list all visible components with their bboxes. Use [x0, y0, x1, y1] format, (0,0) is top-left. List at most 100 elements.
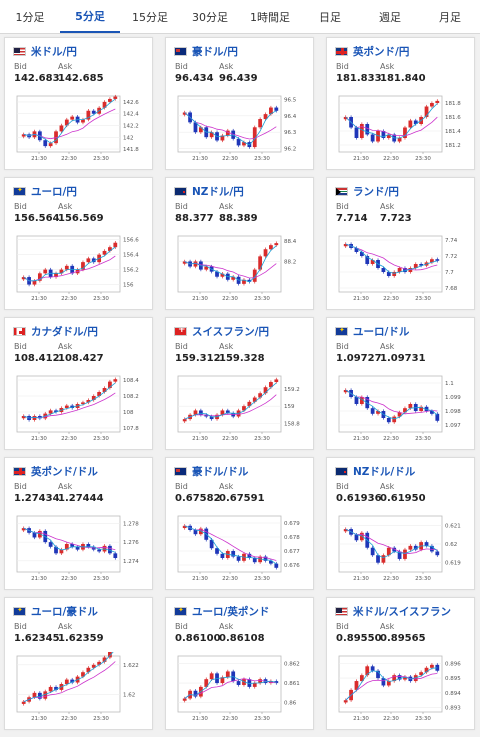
ma-long-line [23, 255, 116, 282]
candle-body [269, 560, 273, 564]
tab-1[interactable]: 5分足 [60, 0, 120, 33]
candle-body [413, 264, 418, 268]
ask-label: Ask [219, 202, 234, 211]
pair-card[interactable]: NZドル/円 Bid Ask 88.377 88.389 88.4 88.2 21:30 22:… [165, 177, 314, 310]
pair-title[interactable]: 米ドル/スイスフラン [353, 605, 452, 618]
candle-body [435, 664, 440, 671]
candle-body [263, 387, 268, 394]
pair-title[interactable]: 豪ドル/ドル [192, 465, 249, 478]
candlestick-chart: 0.896 0.895 0.894 0.893 21:30 22:30 23:30 [338, 655, 461, 722]
candle-body [113, 379, 118, 382]
pair-title[interactable]: カナダドル/円 [31, 325, 98, 338]
pair-card[interactable]: 英ポンド/円 Bid Ask 181.833 181.840 181.8 181.6 181.… [326, 37, 475, 170]
pair-title[interactable]: 豪ドル/円 [192, 45, 238, 58]
candle-body [424, 406, 429, 411]
candle-body [21, 528, 26, 531]
pair-title[interactable]: ユーロ/英ポンド [192, 605, 270, 618]
candle-body [247, 679, 252, 687]
pair-card[interactable]: 英ポンド/ドル Bid Ask 1.27434 1.27444 1.278 1.276 1.2… [4, 457, 153, 590]
candle-body [182, 261, 187, 264]
ask-value: 7.723 [380, 213, 412, 224]
pair-card[interactable]: 豪ドル/ドル Bid Ask 0.67582 0.67591 0.679 0.678 0.67… [165, 457, 314, 590]
x-tick-label: 23:30 [93, 156, 109, 162]
pair-card[interactable]: NZドル/ドル Bid Ask 0.61936 0.61950 0.621 0.62 0.61… [326, 457, 475, 590]
bid-value: 142.683 [14, 73, 60, 84]
pair-card[interactable]: 米ドル/円 Bid Ask 142.683 142.685 142.6 142.4 142.2… [4, 37, 153, 170]
pair-title[interactable]: ユーロ/円 [31, 185, 77, 198]
candle-body [370, 408, 375, 414]
pair-title[interactable]: ユーロ/豪ドル [31, 605, 98, 618]
pair-title[interactable]: NZドル/ドル [353, 465, 416, 478]
tab-7[interactable]: 月足 [439, 10, 461, 24]
candle-body [365, 124, 370, 135]
ask-label: Ask [380, 622, 395, 631]
candle-body [252, 397, 257, 402]
y-tick-label: 159 [284, 404, 295, 410]
y-tick-label: 1.276 [123, 540, 139, 546]
pair-title[interactable]: ユーロ/ドル [353, 325, 410, 338]
x-tick-label: 22:30 [222, 716, 238, 722]
card-header: ユーロ/豪ドル [13, 605, 98, 618]
pair-card[interactable]: 米ドル/スイスフラン Bid Ask 0.89550 0.89565 0.896 0.895… [326, 597, 475, 730]
ask-label: Ask [58, 622, 73, 631]
tab-4[interactable]: 1時間足 [250, 10, 290, 24]
candle-body [91, 664, 96, 668]
tab-2[interactable]: 15分足 [132, 10, 168, 24]
tab-6[interactable]: 週足 [379, 10, 401, 24]
pair-title[interactable]: 米ドル/円 [31, 45, 77, 58]
x-tick-label: 23:30 [93, 436, 109, 442]
candle-body [269, 107, 273, 115]
bid-label: Bid [14, 622, 27, 631]
pair-title[interactable]: スイスフラン/円 [192, 325, 270, 338]
candle-body [48, 686, 53, 692]
bid-value: 96.434 [175, 73, 214, 84]
candlestick-chart: 156.6 156.4 156.2 156 21:30 22:30 23:30 [16, 235, 139, 302]
y-tick-label: 181.8 [445, 101, 461, 107]
y-tick-label: 7.74 [445, 238, 458, 244]
candle-body [430, 664, 434, 668]
pair-card[interactable]: 豪ドル/円 Bid Ask 96.434 96.439 96.5 96.4 96.3 96.2 2… [165, 37, 314, 170]
y-tick-label: 156.4 [123, 253, 139, 259]
candle-body [54, 273, 58, 278]
pair-title[interactable]: 英ポンド/ドル [31, 465, 98, 478]
pair-title[interactable]: 英ポンド/円 [353, 45, 410, 58]
candle-body [381, 678, 386, 686]
x-tick-label: 21:30 [31, 156, 47, 162]
candle-body [242, 142, 246, 146]
pair-card[interactable]: カナダドル/円 Bid Ask 108.412 108.427 108.4 108.2 108… [4, 317, 153, 450]
candle-body [386, 681, 391, 686]
candle-body [435, 551, 440, 556]
pair-card[interactable]: ランド/円 Bid Ask 7.714 7.723 7.74 7.72 7.7 7.68 21:3… [326, 177, 475, 310]
x-tick-label: 21:30 [31, 716, 47, 722]
candle-body [242, 406, 246, 411]
us-flag-icon [335, 606, 348, 616]
candle-body [59, 125, 64, 132]
x-tick-label: 21:30 [31, 436, 47, 442]
bid-value: 1.27434 [14, 493, 60, 504]
ma-short-line [184, 245, 277, 283]
tab-3[interactable]: 30分足 [192, 10, 228, 24]
y-tick-label: 1.274 [123, 559, 139, 565]
eu-flag-icon [335, 326, 348, 336]
pair-card[interactable]: ユーロ/ドルBidAsk1.097271.097311.11.0991.0981… [326, 317, 475, 450]
plot-area [338, 375, 443, 433]
candle-body [258, 119, 263, 128]
pair-title[interactable]: ランド/円 [353, 185, 399, 198]
y-tick-label: 0.678 [284, 535, 300, 541]
tab-0[interactable]: 1分足 [15, 10, 45, 24]
candle-body [413, 675, 418, 682]
y-tick-label: 7.68 [445, 286, 458, 292]
candle-body [392, 272, 397, 276]
ask-value: 0.89565 [380, 633, 426, 644]
pair-title[interactable]: NZドル/円 [192, 185, 244, 198]
bid-value: 1.62345 [14, 633, 60, 644]
candle-body [274, 563, 279, 568]
y-tick-label: 108 [123, 410, 134, 416]
ask-value: 0.67591 [219, 493, 265, 504]
candle-body [43, 140, 48, 147]
pair-card[interactable]: ユーロ/英ポンドBidAsk0.861000.861080.8620.8610.… [165, 597, 314, 730]
tab-5[interactable]: 日足 [319, 10, 341, 24]
